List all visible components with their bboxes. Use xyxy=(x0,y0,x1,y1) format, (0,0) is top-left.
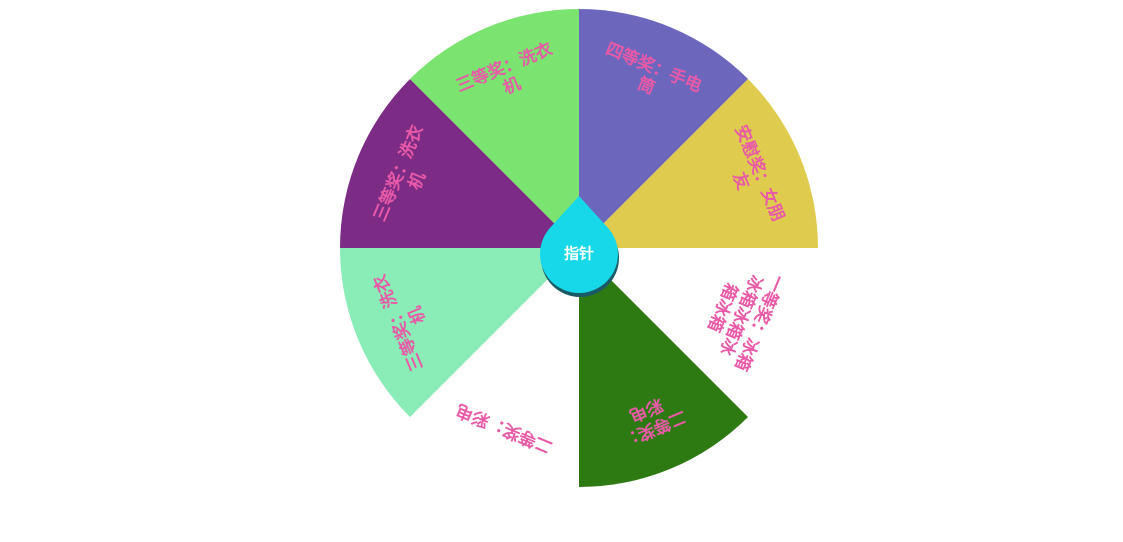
wheel-segment xyxy=(579,248,818,417)
wheel-segment xyxy=(410,9,579,248)
segment-label-line: 机 xyxy=(404,303,430,327)
wheel-segment xyxy=(579,79,818,248)
segment-label-line: 机 xyxy=(404,169,430,193)
wheel-segment xyxy=(579,9,748,248)
pointer-label: 指针 xyxy=(564,245,594,263)
segment-label-line: 筒 xyxy=(634,73,658,99)
spin-pointer-button[interactable]: 指针 xyxy=(540,196,619,297)
wheel-segment xyxy=(340,79,579,248)
pointer-icon xyxy=(540,196,618,293)
segment-label-line: 机 xyxy=(500,73,524,99)
wheel-segment xyxy=(340,248,579,417)
wheel-segment xyxy=(579,248,748,487)
wheel-segments xyxy=(340,9,818,487)
wheel-segment xyxy=(410,248,579,487)
segment-label-line: 友 xyxy=(728,169,754,193)
